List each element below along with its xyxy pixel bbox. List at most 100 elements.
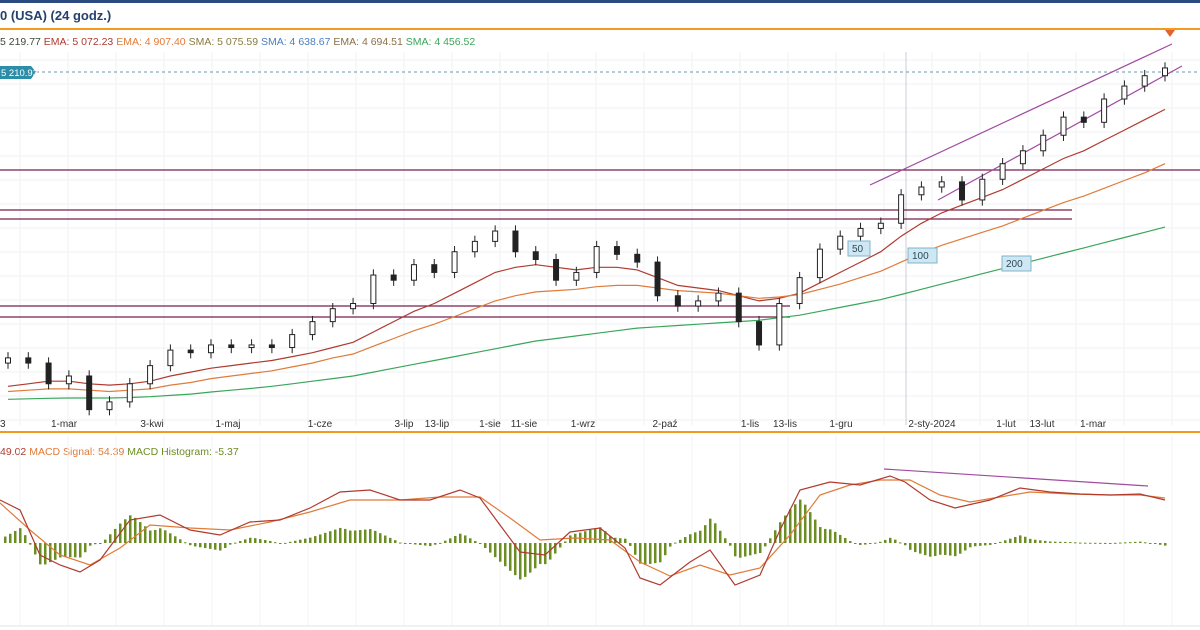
macd-histogram-bar [1019, 535, 1022, 543]
macd-histogram-bar [309, 537, 312, 543]
macd-histogram-bar [514, 543, 517, 576]
macd-histogram-bar [179, 539, 182, 543]
macd-histogram-bar [554, 543, 557, 554]
macd-histogram-bar [1164, 543, 1167, 546]
macd-histogram-bar [224, 543, 227, 548]
macd-histogram-bar [639, 543, 642, 564]
macd-histogram-bar [1069, 542, 1072, 544]
macd-histogram-bar [649, 543, 652, 564]
svg-text:200: 200 [1006, 259, 1023, 270]
macd-histogram-bar [569, 535, 572, 543]
macd-histogram-bar [344, 528, 347, 543]
macd-histogram-bar [1049, 541, 1052, 543]
x-tick: 3-kwi [140, 419, 163, 430]
candle [613, 240, 620, 261]
candle [979, 173, 986, 206]
macd-histogram-bar [29, 543, 32, 545]
macd-histogram-bar [759, 543, 762, 554]
macd-histogram-bar [144, 526, 147, 543]
macd-histogram-bar [874, 542, 877, 544]
macd-histogram-bar [1044, 540, 1047, 543]
macd-histogram-bar [249, 537, 252, 543]
macd-histogram-bar [1089, 542, 1092, 544]
macd-histogram-bar [449, 538, 452, 543]
macd-histogram-bar [74, 543, 77, 558]
candle [86, 370, 93, 416]
candle [289, 328, 296, 354]
macd-histogram-bar [809, 512, 812, 543]
macd-histogram-bar [479, 543, 482, 544]
candle [776, 297, 783, 351]
macd-histogram-bar [1034, 539, 1037, 543]
candle [45, 357, 52, 390]
macd-histogram-bar [154, 529, 157, 543]
candle [593, 240, 600, 279]
macd-histogram-bar [289, 541, 292, 543]
macd-histogram-bar [174, 536, 177, 543]
macd-histogram-bar [374, 530, 377, 543]
candle [1141, 70, 1148, 92]
macd-histogram-bar [489, 543, 492, 553]
macd-histogram-bar [259, 539, 262, 543]
candle [147, 359, 154, 390]
x-tick: 1-sie [479, 419, 501, 430]
macd-histogram-bar [394, 540, 397, 543]
macd-histogram-bar [69, 543, 72, 558]
macd-histogram-bar [839, 534, 842, 543]
macd-histogram-bar [729, 543, 732, 546]
macd-histogram-bar [44, 543, 47, 565]
macd-histogram-bar [99, 543, 102, 544]
candle [248, 339, 255, 354]
macd-histogram-bar [194, 543, 197, 547]
legend-item: EMA: 4 694.51 [333, 36, 406, 48]
macd-histogram-bar [319, 534, 322, 543]
macd-histogram-bar [854, 543, 857, 544]
macd-histogram-bar [339, 527, 342, 543]
ma-labels: 50 100 200 [847, 240, 1032, 272]
macd-histogram-bar [304, 538, 307, 543]
macd-histogram-bar [954, 543, 957, 557]
macd-histogram-bar [414, 543, 417, 545]
macd-histogram-bar [459, 533, 462, 543]
alert-triangle-icon[interactable] [1165, 30, 1175, 37]
candle [796, 271, 803, 310]
candle [268, 339, 275, 354]
candle [877, 217, 884, 235]
macd-histogram-bar [299, 539, 302, 543]
candle [451, 246, 458, 279]
macd-histogram-bar [934, 543, 937, 556]
macd-histogram-bar [464, 535, 467, 543]
horizontal-levels [0, 169, 1200, 318]
macd-histogram-bar [369, 529, 372, 543]
macd-histogram-bar [979, 543, 982, 546]
macd-histogram-bar [794, 504, 797, 543]
macd-histogram-bar [989, 543, 992, 545]
macd-histogram-bar [589, 529, 592, 543]
macd-histogram-bar [399, 542, 402, 544]
macd-histogram-bar [504, 543, 507, 567]
macd-legend-item: MACD Histogram: -5.37 [127, 446, 239, 458]
macd-histogram-bar [314, 536, 317, 543]
macd-histogram-bar [1054, 541, 1057, 543]
macd-histogram-bar [724, 538, 727, 543]
macd-histogram-bar [564, 541, 567, 543]
macd-line [0, 475, 1166, 586]
macd-histogram-bar [659, 543, 662, 563]
candle [126, 378, 133, 408]
macd-histogram-bar [544, 543, 547, 565]
candle [735, 287, 742, 328]
macd-histogram-bar [699, 530, 702, 543]
macd-histogram-bar [149, 530, 152, 543]
macd-histogram-bar [364, 529, 367, 543]
macd-histogram-bar [779, 522, 782, 543]
macd-histogram-bar [769, 538, 772, 543]
macd-histogram-bar [604, 531, 607, 543]
macd-histogram-bar [124, 519, 127, 543]
macd-histogram-bar [1039, 540, 1042, 543]
x-tick: 13-lut [1029, 419, 1054, 430]
channel-lower [937, 65, 1183, 201]
macd-histogram-bar [739, 543, 742, 558]
legend-item: EMA: 4 907.40 [116, 36, 189, 48]
macd-histogram-bar [409, 543, 412, 544]
